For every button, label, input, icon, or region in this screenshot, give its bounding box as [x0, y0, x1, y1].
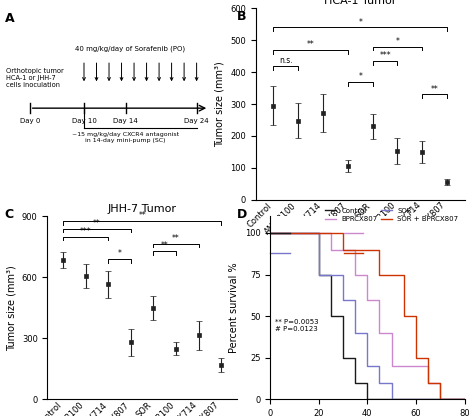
Text: **: ** [172, 234, 180, 243]
Text: **: ** [307, 40, 314, 49]
Text: B: B [237, 10, 246, 23]
Text: Orthotopic tumor
HCA-1 or JHH-7
cells inoculation: Orthotopic tumor HCA-1 or JHH-7 cells in… [6, 68, 64, 88]
Title: HCA-1 Tumor: HCA-1 Tumor [324, 0, 396, 6]
Text: *: * [118, 249, 121, 258]
Text: **: ** [431, 85, 438, 94]
Text: ** P=0.0053
# P=0.0123: ** P=0.0053 # P=0.0123 [275, 319, 319, 332]
Text: D: D [237, 208, 247, 221]
Text: *: * [358, 72, 362, 81]
Text: A: A [5, 12, 15, 25]
Text: Day 24: Day 24 [184, 118, 209, 124]
Title: JHH-7 Tumor: JHH-7 Tumor [108, 204, 177, 214]
Text: **: ** [138, 211, 146, 220]
Text: ~15 mg/kg/day CXCR4 antagonist
in 14-day mini-pump (SC): ~15 mg/kg/day CXCR4 antagonist in 14-day… [72, 132, 179, 143]
Text: Day 10: Day 10 [72, 118, 96, 124]
Text: ***: *** [80, 227, 91, 235]
Text: C: C [5, 208, 14, 221]
Text: Day 14: Day 14 [113, 118, 138, 124]
Text: 40 mg/kg/day of Sorafenib (PO): 40 mg/kg/day of Sorafenib (PO) [75, 46, 185, 52]
Legend: Control, BPRCX807, SOR, SOR + BPRCX807: Control, BPRCX807, SOR, SOR + BPRCX807 [323, 205, 461, 225]
Text: **: ** [93, 218, 101, 228]
Text: Day 0: Day 0 [19, 118, 40, 124]
Y-axis label: Percent survival %: Percent survival % [229, 262, 239, 353]
Text: *: * [358, 18, 362, 27]
Y-axis label: Tumor size (mm³): Tumor size (mm³) [215, 61, 225, 147]
Y-axis label: Tumor size (mm³): Tumor size (mm³) [6, 265, 16, 351]
Text: ***: *** [379, 51, 391, 60]
Text: **: ** [161, 241, 169, 250]
Text: *: * [395, 37, 400, 46]
Text: n.s.: n.s. [279, 56, 292, 65]
